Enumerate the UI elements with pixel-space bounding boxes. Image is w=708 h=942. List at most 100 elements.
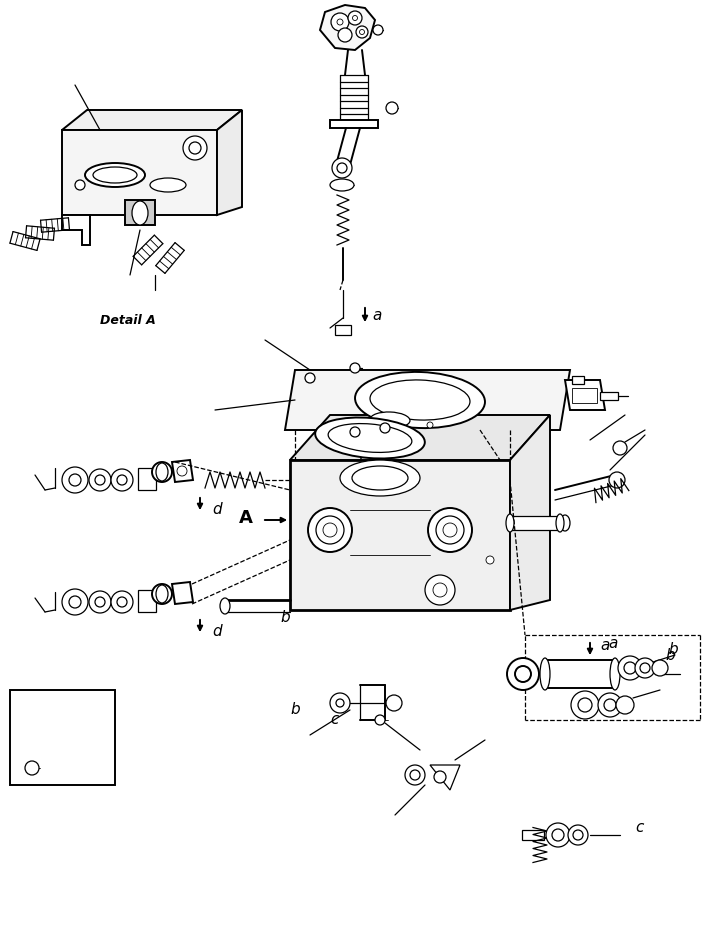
- Circle shape: [635, 658, 655, 678]
- Ellipse shape: [540, 658, 550, 690]
- Circle shape: [427, 422, 433, 428]
- Circle shape: [568, 825, 588, 845]
- Text: d: d: [212, 502, 222, 517]
- Circle shape: [640, 663, 650, 673]
- Polygon shape: [172, 582, 193, 604]
- Text: A: A: [239, 509, 253, 527]
- Circle shape: [353, 15, 358, 21]
- Circle shape: [189, 142, 201, 154]
- Text: c: c: [635, 820, 644, 836]
- Bar: [572, 376, 584, 384]
- Circle shape: [350, 363, 360, 373]
- Polygon shape: [290, 460, 510, 610]
- Polygon shape: [217, 110, 242, 215]
- Circle shape: [436, 516, 464, 544]
- Circle shape: [515, 666, 531, 682]
- Circle shape: [425, 575, 455, 605]
- Circle shape: [89, 469, 111, 491]
- Circle shape: [552, 829, 564, 841]
- Circle shape: [75, 180, 85, 190]
- Circle shape: [305, 373, 315, 383]
- Text: a: a: [372, 307, 382, 322]
- Text: Detail A: Detail A: [100, 314, 156, 327]
- Circle shape: [338, 28, 352, 42]
- Circle shape: [69, 474, 81, 486]
- Circle shape: [177, 466, 187, 476]
- Ellipse shape: [610, 658, 620, 690]
- Circle shape: [598, 693, 622, 717]
- Circle shape: [373, 25, 383, 35]
- Circle shape: [111, 469, 133, 491]
- Ellipse shape: [370, 412, 410, 428]
- Circle shape: [332, 158, 352, 178]
- Ellipse shape: [315, 417, 425, 459]
- Circle shape: [433, 583, 447, 597]
- Text: b: b: [668, 642, 678, 658]
- Circle shape: [609, 472, 625, 488]
- Ellipse shape: [556, 514, 564, 532]
- Text: a: a: [608, 636, 617, 651]
- Text: b: b: [665, 647, 675, 662]
- Circle shape: [350, 427, 360, 437]
- Circle shape: [573, 830, 583, 840]
- Circle shape: [616, 696, 634, 714]
- Circle shape: [337, 19, 343, 25]
- Circle shape: [410, 770, 420, 780]
- Ellipse shape: [370, 380, 470, 420]
- Text: b: b: [290, 703, 299, 718]
- Ellipse shape: [156, 463, 168, 481]
- Ellipse shape: [560, 515, 570, 531]
- Bar: [330, 120, 378, 128]
- Circle shape: [117, 597, 127, 607]
- Ellipse shape: [506, 514, 514, 532]
- Circle shape: [428, 508, 472, 552]
- Circle shape: [62, 589, 88, 615]
- Circle shape: [316, 516, 344, 544]
- Polygon shape: [320, 5, 375, 50]
- Bar: [510, 516, 560, 530]
- Polygon shape: [62, 130, 217, 215]
- Circle shape: [386, 102, 398, 114]
- Circle shape: [356, 26, 368, 38]
- Bar: [138, 468, 156, 490]
- Ellipse shape: [328, 424, 412, 452]
- Circle shape: [571, 691, 599, 719]
- Circle shape: [89, 591, 111, 613]
- Polygon shape: [125, 200, 155, 225]
- Circle shape: [386, 695, 402, 711]
- Circle shape: [360, 29, 365, 35]
- Circle shape: [117, 475, 127, 485]
- Bar: [522, 830, 544, 840]
- Text: c: c: [330, 712, 338, 727]
- Circle shape: [331, 13, 349, 31]
- Bar: [572, 388, 597, 403]
- Circle shape: [183, 136, 207, 160]
- Polygon shape: [565, 380, 605, 410]
- Text: d: d: [212, 625, 222, 640]
- Bar: [10, 690, 115, 785]
- Circle shape: [604, 699, 616, 711]
- Circle shape: [624, 662, 636, 674]
- Polygon shape: [285, 370, 570, 430]
- Polygon shape: [510, 415, 550, 610]
- Bar: [600, 392, 618, 400]
- Ellipse shape: [330, 179, 354, 191]
- Ellipse shape: [93, 167, 137, 183]
- Polygon shape: [62, 215, 90, 245]
- Polygon shape: [340, 420, 388, 445]
- Circle shape: [25, 761, 39, 775]
- Circle shape: [336, 699, 344, 707]
- Circle shape: [507, 658, 539, 690]
- Circle shape: [375, 715, 385, 725]
- Ellipse shape: [156, 585, 168, 603]
- Circle shape: [69, 596, 81, 608]
- Ellipse shape: [340, 460, 420, 496]
- Circle shape: [348, 11, 362, 25]
- Circle shape: [95, 475, 105, 485]
- Ellipse shape: [150, 178, 186, 192]
- Ellipse shape: [85, 163, 145, 187]
- Circle shape: [618, 656, 642, 680]
- Circle shape: [330, 693, 350, 713]
- Circle shape: [95, 597, 105, 607]
- Polygon shape: [290, 415, 550, 460]
